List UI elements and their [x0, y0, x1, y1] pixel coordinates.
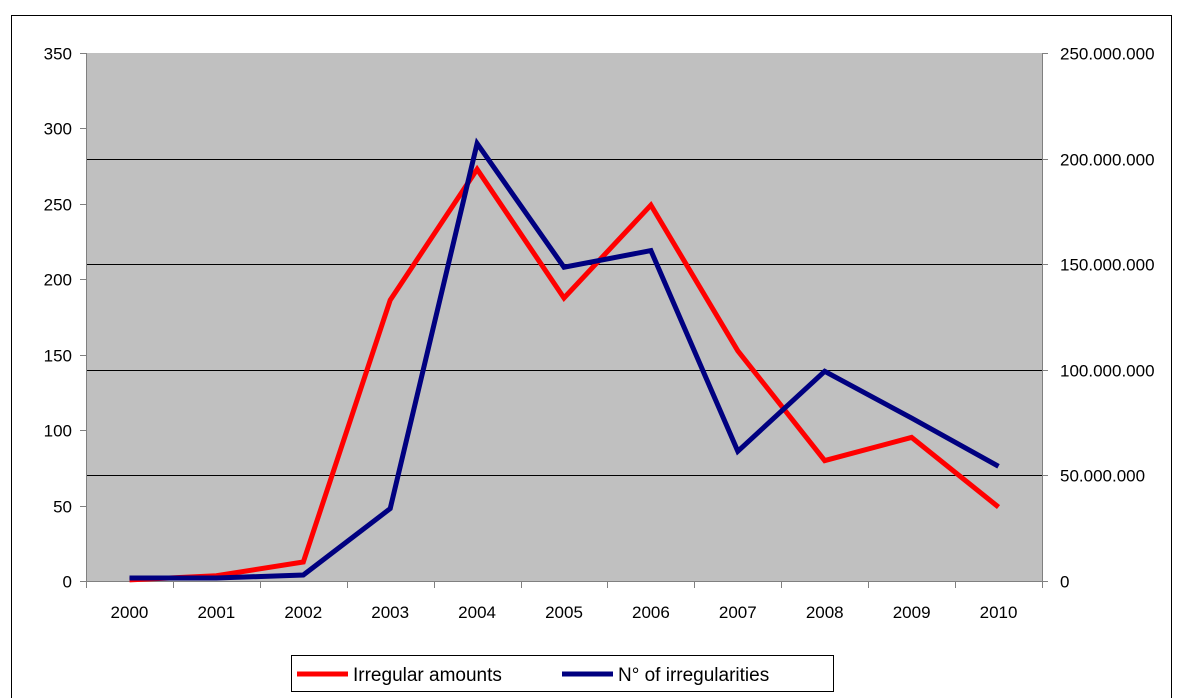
y-left-tick-label: 300	[44, 120, 72, 139]
y-right-tick-label: 250.000.000	[1060, 45, 1155, 64]
y-left-tick-label: 100	[44, 422, 72, 441]
y-right-tick-label: 200.000.000	[1060, 151, 1155, 170]
x-tick-label: 2000	[111, 603, 149, 622]
x-tick-label: 2006	[632, 603, 670, 622]
plot-area	[86, 53, 1042, 581]
y-right-tick-label: 150.000.000	[1060, 256, 1155, 275]
y-left-tick-label: 350	[44, 45, 72, 64]
y-left-tick-label: 0	[63, 573, 72, 592]
y-left-tick-label: 150	[44, 347, 72, 366]
legend-label-irregular-amounts: Irregular amounts	[353, 665, 502, 686]
x-tick-label: 2003	[371, 603, 409, 622]
y-left-tick-label: 50	[53, 498, 72, 517]
x-tick-label: 2008	[806, 603, 844, 622]
y-left-tick-label: 200	[44, 271, 72, 290]
x-tick-label: 2002	[284, 603, 322, 622]
y-left-tick-label: 250	[44, 196, 72, 215]
legend-label-n-of-irregularities: N° of irregularities	[618, 665, 769, 686]
x-tick-label: 2009	[893, 603, 931, 622]
y-right-tick-label: 0	[1060, 573, 1069, 592]
legend: Irregular amounts N° of irregularities	[291, 655, 834, 692]
y-right-tick-label: 50.000.000	[1060, 467, 1145, 486]
x-tick-label: 2005	[545, 603, 583, 622]
x-tick-label: 2010	[980, 603, 1018, 622]
y-right-tick-label: 100.000.000	[1060, 362, 1155, 381]
x-tick-label: 2001	[197, 603, 235, 622]
x-tick-label: 2004	[458, 603, 496, 622]
x-tick-label: 2007	[719, 603, 757, 622]
series-lines	[129, 137, 1001, 583]
axes: 0 50 100 150 200 250 300 350 0 50.000.000 100.000.…	[44, 45, 1155, 623]
